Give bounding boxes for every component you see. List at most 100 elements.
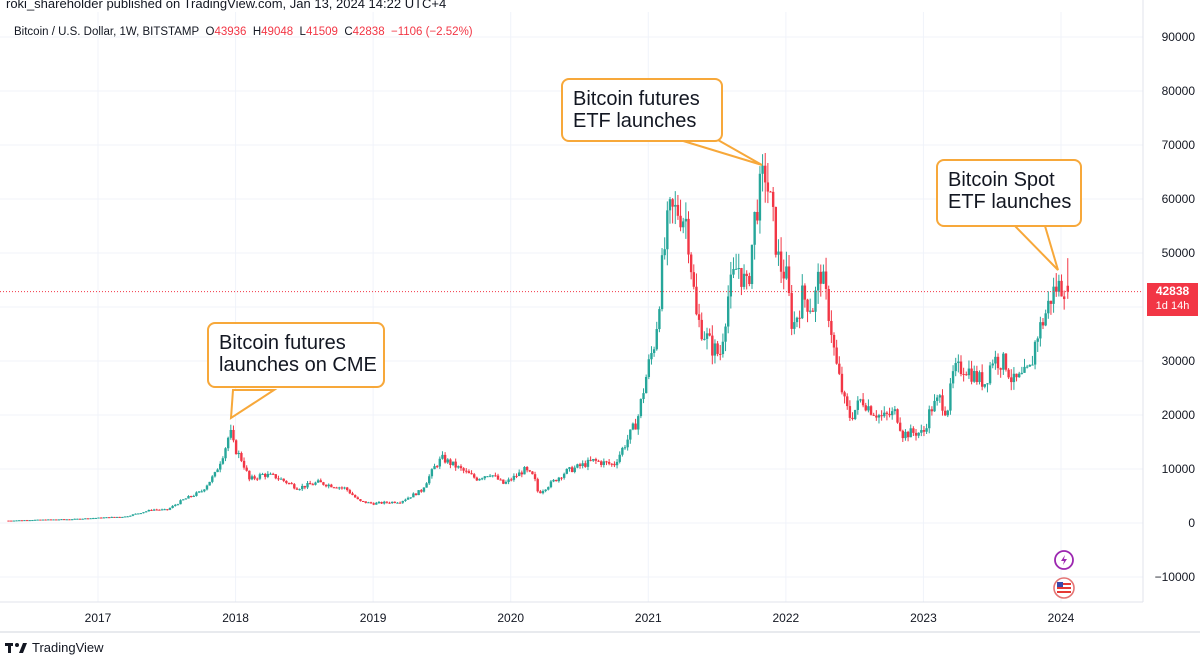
footer: TradingView (5, 640, 104, 655)
candle-body (475, 477, 479, 481)
candle-body (226, 437, 230, 449)
callout-cme-line2: launches on CME (219, 354, 377, 376)
candle-body (94, 517, 98, 519)
candle-body (721, 341, 725, 355)
candle-body (377, 501, 381, 503)
candle-body (914, 432, 918, 436)
candle-body (176, 504, 180, 506)
high-value: 49048 (261, 26, 294, 38)
candle-body (20, 520, 24, 522)
candle-body (420, 490, 423, 492)
candle-body (896, 409, 899, 423)
candle-body (49, 519, 53, 521)
candle-body (806, 299, 809, 312)
y-tick-label: 50000 (1162, 246, 1196, 260)
candle-body (301, 485, 304, 490)
candle-body (1025, 366, 1029, 368)
candle-body (425, 483, 428, 488)
candle-body (269, 473, 272, 475)
candle-body (353, 495, 357, 498)
candle-body (261, 473, 264, 475)
us-flag-icon[interactable] (1053, 577, 1075, 599)
tradingview-logo-icon[interactable] (5, 641, 27, 655)
candle-body (142, 512, 145, 514)
candle-body (512, 475, 516, 480)
x-tick-label: 2022 (773, 611, 800, 625)
candle-body (525, 467, 529, 471)
candle-body (330, 484, 333, 488)
candle-body (369, 502, 373, 504)
candle-body (928, 409, 931, 429)
candle-body (1015, 373, 1018, 378)
candle-body (1010, 377, 1013, 383)
candle-body (224, 448, 227, 459)
candle-body (1049, 300, 1053, 304)
candle-body (634, 423, 637, 430)
candle-body (417, 490, 420, 496)
candle-body (311, 484, 315, 486)
candle-body (274, 474, 277, 479)
candle-body (1041, 322, 1045, 326)
footer-brand[interactable]: TradingView (32, 640, 104, 655)
candle-body (906, 431, 910, 438)
candle-body (129, 515, 132, 517)
candle-body (668, 199, 672, 211)
candle-body (602, 461, 606, 465)
callout-pointers (229, 139, 1059, 420)
candle-body (893, 409, 897, 412)
candle-body (570, 467, 574, 472)
candle-body (57, 519, 61, 521)
candle-body (967, 368, 971, 376)
candle-body (107, 517, 111, 519)
candle-body (946, 410, 949, 416)
candle-body (364, 501, 367, 503)
candle-body (478, 478, 481, 481)
candle-body (282, 478, 285, 481)
y-tick-label: 60000 (1162, 192, 1196, 206)
open-value: 43936 (214, 26, 247, 38)
candle-body (750, 244, 754, 285)
candle-body (930, 409, 934, 412)
ohlc-legend: Bitcoin / U.S. Dollar, 1W, BITSTAMP O439… (14, 26, 473, 38)
candle-body (745, 273, 748, 277)
close-label: C (344, 26, 353, 38)
candle-body (1002, 353, 1005, 370)
candle-body (1044, 313, 1047, 326)
candle-body (576, 464, 579, 468)
candle-body (483, 476, 486, 479)
candle-body (351, 493, 354, 496)
candle-body (221, 458, 225, 464)
lightning-icon[interactable] (1054, 550, 1074, 570)
candle-body (356, 497, 359, 500)
close-value: 42838 (352, 26, 385, 38)
candle-body (795, 317, 799, 323)
candle-body (711, 335, 714, 356)
candle-body (756, 211, 759, 221)
candle-body (240, 453, 243, 461)
candle-body (949, 383, 952, 411)
candle-body (838, 363, 841, 374)
candle-body (753, 211, 756, 245)
candle-body (732, 269, 735, 275)
candle-body (295, 488, 299, 490)
candle-body (126, 516, 129, 518)
candle-body (110, 516, 113, 518)
candle-body (396, 502, 399, 504)
candle-body (909, 428, 912, 438)
x-tick-label: 2018 (222, 611, 249, 625)
candle-body (1055, 286, 1058, 292)
candle-body (78, 518, 82, 520)
candle-body-last (1066, 285, 1069, 292)
candle-body (105, 517, 108, 519)
candle-body (174, 504, 177, 506)
candle-body (279, 478, 283, 480)
candle-body (613, 463, 616, 466)
candle-body (179, 500, 182, 505)
candle-body (951, 371, 955, 384)
candle-body (1031, 364, 1034, 366)
candle-body (480, 478, 484, 480)
candle-body (496, 475, 500, 480)
symbol-label[interactable]: Bitcoin / U.S. Dollar, 1W, BITSTAMP (14, 26, 200, 38)
candle-body (181, 499, 185, 501)
